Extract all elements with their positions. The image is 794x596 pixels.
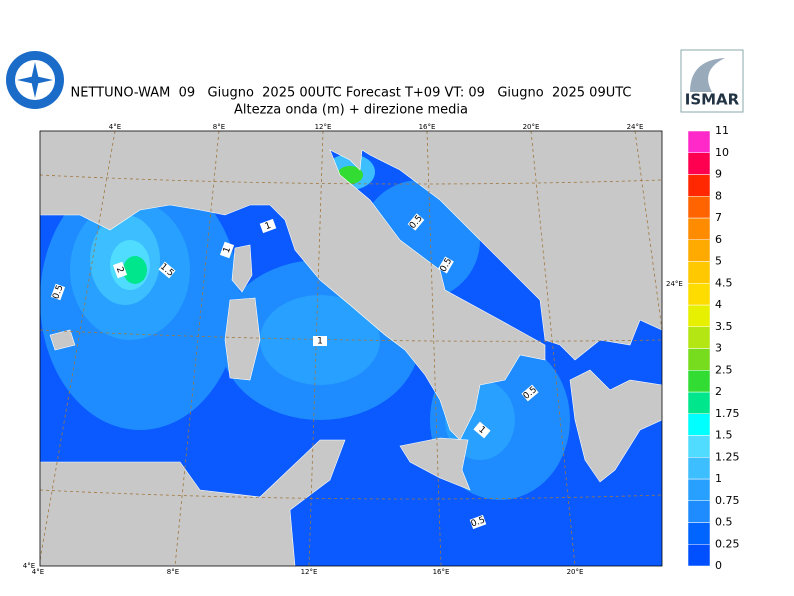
colorbar-box <box>687 239 711 262</box>
lon-label: 8°E <box>213 123 225 131</box>
colorbar-label: 0.75 <box>715 494 740 507</box>
contour-label: 1 <box>476 425 487 436</box>
colorbar-box <box>687 326 711 349</box>
lon-label: 20°E <box>567 568 584 576</box>
colorbar-label: 3 <box>715 342 722 355</box>
contour-label-bg <box>313 336 327 346</box>
contour-label-bg <box>521 384 539 402</box>
graticule <box>39 130 663 567</box>
colorbar: 0 0.25 0.5 0.75 1 1.25 1.5 1.75 2 2.5 3 3.5 4 4.5 5 6 7 8… <box>687 124 740 572</box>
colorbar-label: 7 <box>715 211 722 224</box>
colorbar-label: 4.5 <box>715 276 733 289</box>
colorbar-label: 1.75 <box>715 407 740 420</box>
colorbar-box <box>687 283 711 306</box>
colorbar-label: 3.5 <box>715 320 733 333</box>
contour-label-bg <box>438 256 454 274</box>
contour-label: 1 <box>317 337 323 347</box>
colorbar-box <box>687 152 711 175</box>
lon-label: 12°E <box>315 123 332 131</box>
colorbar-box <box>687 304 711 327</box>
lat-label: 24°E <box>666 280 683 288</box>
colorbar-box <box>687 435 711 458</box>
contour-label: 0.5 <box>470 515 487 529</box>
colorbar-label: 11 <box>715 124 729 137</box>
colorbar-label: 1.5 <box>715 429 733 442</box>
colorbar-label: 2 <box>715 385 722 398</box>
corner-label: 4°E <box>23 562 35 570</box>
title: NETTUNO-WAM 09 Giugno 2025 00UTC Forecas… <box>70 86 631 101</box>
colorbar-box <box>687 217 711 240</box>
colorbar-box <box>687 348 711 371</box>
colorbar-label: 0.25 <box>715 537 740 550</box>
lon-label: 8°E <box>167 568 179 576</box>
colorbar-box <box>687 522 711 545</box>
colorbar-box <box>687 413 711 436</box>
lon-label: 20°E <box>523 123 540 131</box>
colorbar-label: 0 <box>715 559 722 572</box>
contour-label-bg <box>219 241 235 259</box>
contour-label-bg <box>50 283 66 301</box>
lon-label: 4°E <box>32 568 44 576</box>
colorbar-label: 0.5 <box>715 516 733 529</box>
contour-label: 2 <box>114 266 125 275</box>
colorbar-label: 10 <box>715 146 729 159</box>
colorbar-label: 2.5 <box>715 363 733 376</box>
lon-label: 16°E <box>419 123 436 131</box>
colorbar-label: 1.25 <box>715 450 740 463</box>
colorbar-box <box>687 196 711 219</box>
colorbar-label: 5 <box>715 255 722 268</box>
colorbar-label: 8 <box>715 189 722 202</box>
colorbar-box <box>687 391 711 414</box>
colorbar-box <box>687 370 711 393</box>
contour-label: 1 <box>222 246 233 255</box>
colorbar-box <box>687 457 711 480</box>
colorbar-label: 6 <box>715 233 722 246</box>
right-logo: ISMAR <box>680 49 744 113</box>
contour-label-bg <box>158 261 176 279</box>
logo-text: ISMAR <box>685 91 740 109</box>
land <box>39 130 663 567</box>
left-logo <box>6 51 64 109</box>
contour-label-bg <box>407 213 425 231</box>
contour-label: 0.5 <box>51 284 65 301</box>
colorbar-box <box>687 544 711 567</box>
contour-label: 1 <box>264 221 273 232</box>
colorbar-label: 9 <box>715 168 722 181</box>
colorbar-box <box>687 478 711 501</box>
contour-label-bg <box>112 261 128 279</box>
map <box>39 130 663 567</box>
lon-label: 12°E <box>301 568 318 576</box>
contour-label-bg <box>473 421 491 439</box>
colorbar-box <box>687 261 711 284</box>
colorbar-label: 4 <box>715 298 722 311</box>
colorbar-box <box>687 174 711 197</box>
lon-label: 4°E <box>109 123 121 131</box>
colorbar-label: 1 <box>715 472 722 485</box>
contour-label-bg <box>259 218 277 234</box>
lon-label: 16°E <box>433 568 450 576</box>
colorbar-box <box>687 500 711 523</box>
colorbar-box <box>687 130 711 153</box>
contour-label-bg <box>469 514 487 530</box>
lon-label: 24°E <box>627 123 644 131</box>
subtitle: Altezza onda (m) + direzione media <box>234 103 468 118</box>
